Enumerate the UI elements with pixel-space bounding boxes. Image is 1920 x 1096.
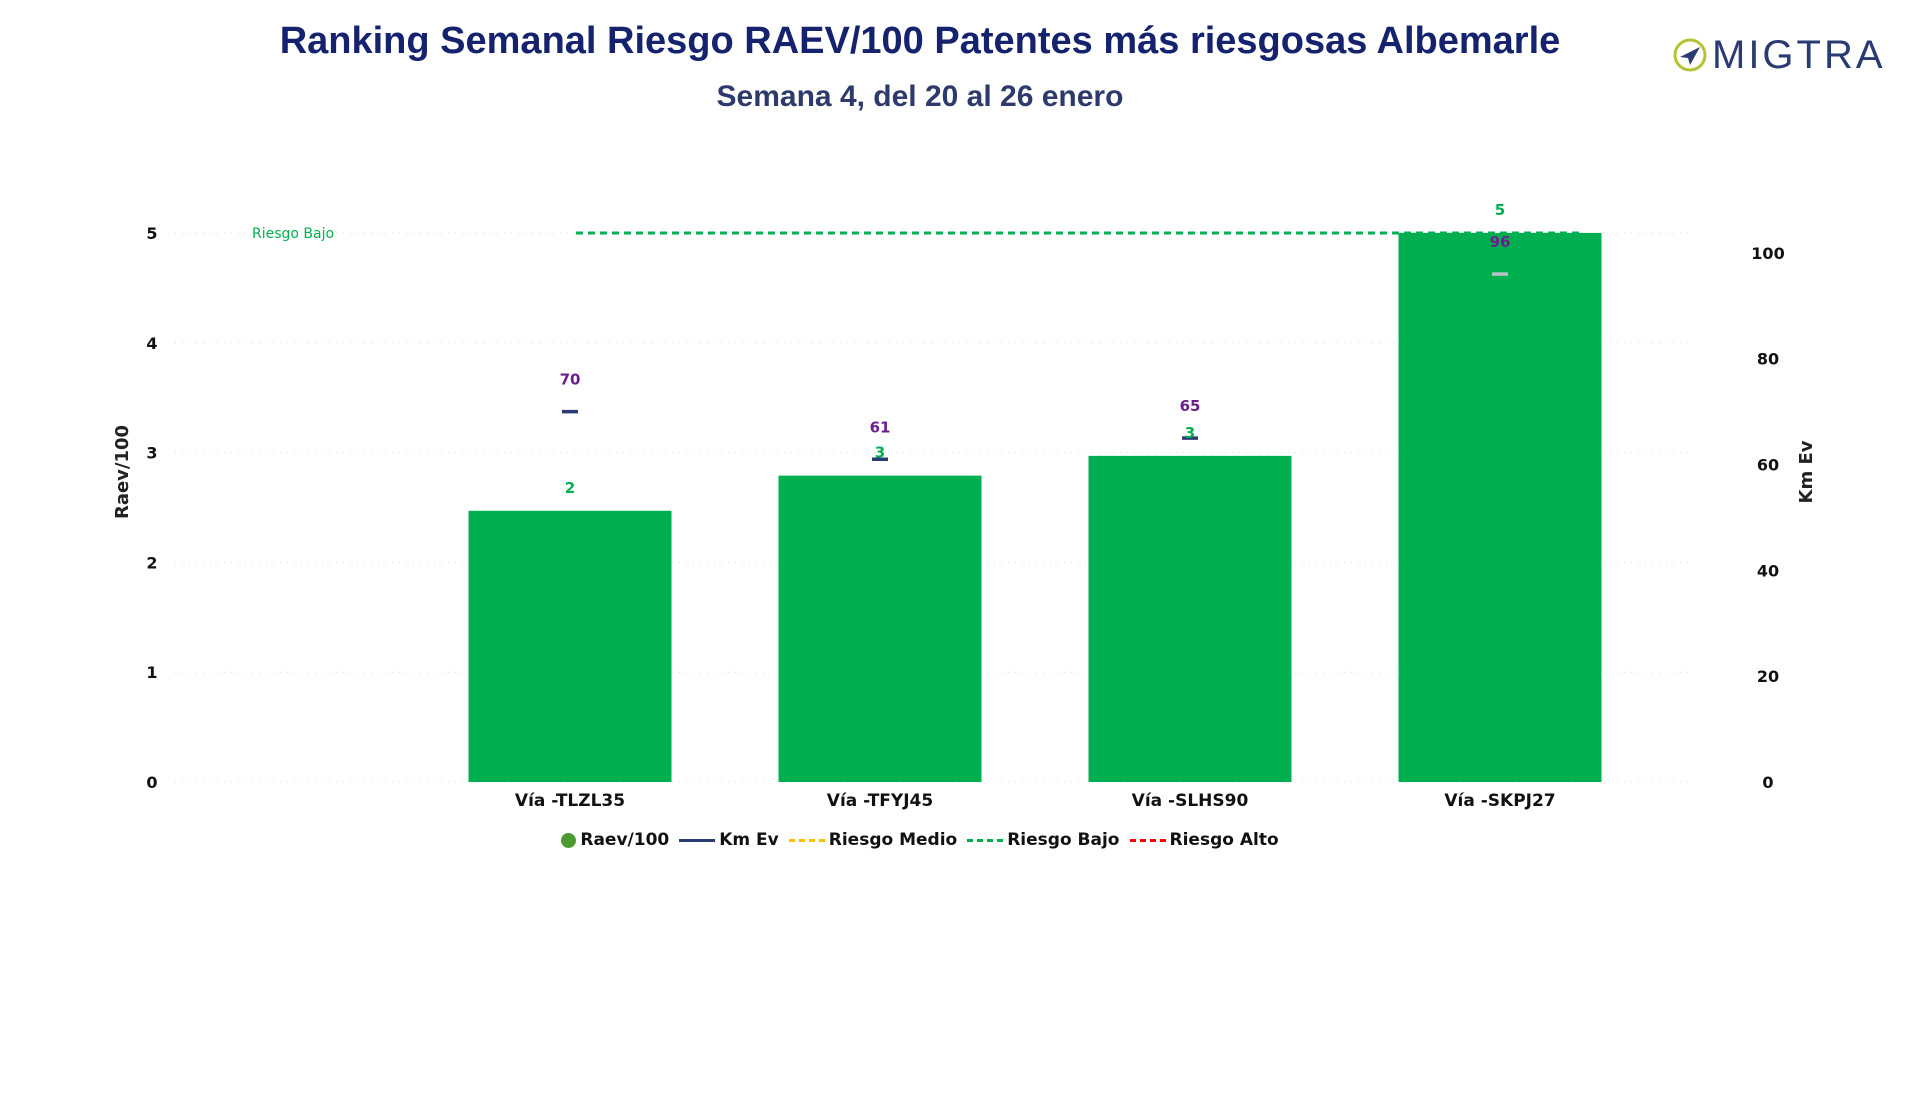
category-label: Vía -TLZL35	[515, 791, 625, 811]
bar	[1088, 455, 1292, 782]
bar	[1398, 232, 1602, 783]
reference-lines: Riesgo Bajo	[252, 226, 1582, 242]
y-tick-left: 3	[146, 444, 157, 463]
km-value-label: 61	[870, 418, 891, 436]
y-tick-right: 60	[1757, 456, 1779, 475]
y-tick-left: 5	[146, 224, 157, 243]
legend-dashed-line-icon	[1129, 838, 1166, 842]
chart-title: Ranking Semanal Riesgo RAEV/100 Patentes…	[279, 20, 1561, 62]
legend-item-km: Km Ev	[679, 830, 779, 850]
y-tick-left: 4	[146, 334, 157, 353]
y-tick-left: 2	[146, 553, 157, 572]
legend-dashed-line-icon	[788, 838, 825, 842]
bar-value-label: 2	[565, 479, 575, 497]
legend-dashed-line-icon	[967, 838, 1004, 842]
legend-item-riesgo-medio: Riesgo Medio	[788, 830, 958, 850]
legend-item-raev: Raev/100	[561, 830, 669, 850]
legend-label-riesgo-bajo: Riesgo Bajo	[1007, 830, 1120, 850]
riesgo-bajo-label: Riesgo Bajo	[252, 226, 334, 242]
category-labels: Vía -TLZL35 Vía -TFYJ45 Vía -SLHS90 Vía -SK…	[515, 791, 1556, 811]
category-label: Vía -SLHS90	[1132, 791, 1249, 811]
bar	[468, 510, 672, 782]
bar-value-label: 3	[1185, 424, 1195, 442]
y-axis-title-left: Raev/100	[112, 425, 133, 519]
legend: Raev/100 Km Ev Riesgo Medio Riesgo Bajo …	[0, 830, 1840, 850]
legend-item-riesgo-alto: Riesgo Alto	[1129, 830, 1279, 850]
y-tick-right: 100	[1751, 244, 1784, 263]
legend-label-raev: Raev/100	[580, 830, 670, 850]
bar	[778, 475, 982, 782]
legend-item-riesgo-bajo: Riesgo Bajo	[967, 830, 1120, 850]
y-tick-left: 0	[146, 773, 157, 792]
y-tick-right: 40	[1757, 561, 1779, 580]
bar-value-label: 3	[875, 444, 885, 462]
legend-dot-icon	[561, 832, 577, 848]
km-value-label: 96	[1490, 233, 1511, 251]
km-value-label: 65	[1180, 397, 1201, 415]
legend-label-km: Km Ev	[719, 830, 779, 850]
category-label: Vía -SKPJ27	[1444, 791, 1555, 811]
y-axis-title-right: Km Ev	[1796, 440, 1817, 503]
km-markers	[562, 272, 1508, 462]
y-tick-left: 1	[146, 663, 157, 682]
km-value-label: 70	[560, 371, 581, 389]
y-tick-right: 20	[1757, 667, 1779, 686]
y-tick-right: 80	[1757, 350, 1779, 369]
data-labels: 2 70 3 61 3 65 5 96	[560, 201, 1511, 497]
bars	[468, 232, 1602, 783]
migtra-logo: MIGTRA	[1672, 30, 1902, 80]
legend-label-riesgo-medio: Riesgo Medio	[828, 830, 958, 850]
category-label: Vía -TFYJ45	[827, 791, 933, 811]
legend-line-icon	[679, 838, 716, 842]
chart-subtitle: Semana 4, del 20 al 26 enero	[716, 80, 1124, 113]
y-tick-right: 0	[1762, 773, 1773, 792]
axis-ticks: 0 1 2 3 4 5 0 20 40 60 80 100	[146, 224, 1784, 792]
grid-lines	[175, 232, 1690, 783]
bar-value-label: 5	[1495, 201, 1505, 219]
compass-icon	[1673, 38, 1707, 72]
logo-text: MIGTRA	[1712, 32, 1886, 77]
legend-label-riesgo-alto: Riesgo Alto	[1169, 830, 1279, 850]
